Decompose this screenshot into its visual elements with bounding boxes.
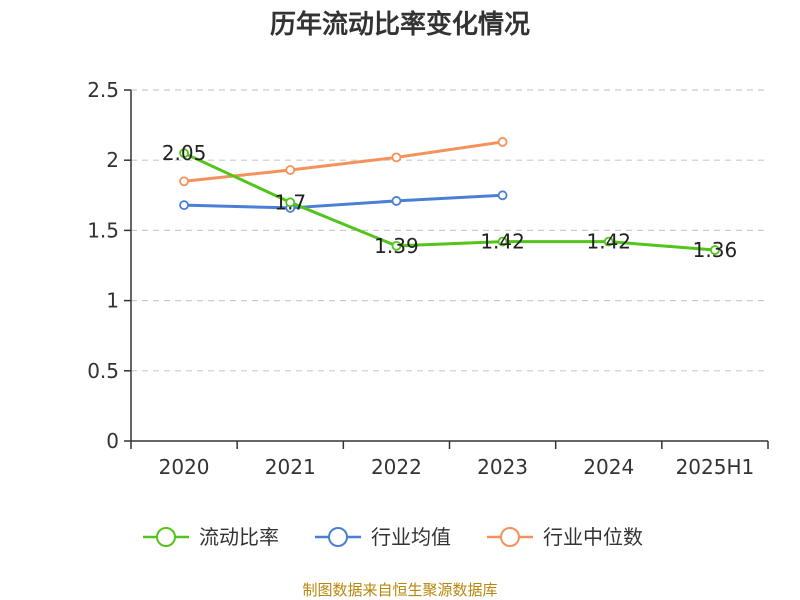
series-2 (179, 137, 508, 187)
x-tick-label: 2020 (159, 455, 210, 479)
y-tick-label: 0.5 (87, 359, 119, 383)
y-tick-label: 2 (106, 148, 119, 172)
data-point (603, 236, 614, 247)
series-line (183, 151, 716, 252)
legend-item: 行业中位数 (487, 525, 643, 549)
y-tick-label: 1.5 (87, 218, 119, 242)
data-point (497, 236, 508, 247)
data-point (497, 137, 508, 147)
series-0 (179, 148, 720, 255)
data-point (497, 190, 508, 201)
legend-item: 流动比率 (143, 525, 279, 549)
series-line (184, 193, 503, 210)
y-tick-label: 0 (106, 429, 119, 453)
x-tick-label: 2023 (477, 455, 528, 479)
data-label: 1.36 (693, 238, 738, 262)
legend-marker (328, 527, 348, 547)
x-tick-label: 2024 (583, 455, 634, 479)
data-point (391, 152, 402, 163)
x-tick-label: 2022 (371, 455, 422, 479)
series-1 (179, 190, 508, 213)
axes: 0 0.5 1 1.5 2 2.5 2020 2021 2022 2023 2024 2025H1 (87, 78, 769, 479)
data-point (710, 245, 720, 255)
series-group (179, 137, 720, 255)
data-point (391, 240, 402, 251)
legend-label: 流动比率 (199, 525, 279, 549)
legend-item: 行业均值 (315, 525, 451, 549)
data-label: 1.42 (586, 230, 631, 254)
data-label: 1.39 (374, 234, 419, 258)
data-point (179, 200, 189, 211)
grid-lines (131, 89, 768, 372)
data-point (179, 176, 189, 187)
x-tick-label: 2025H1 (676, 455, 755, 479)
legend-label: 行业均值 (371, 525, 451, 549)
data-point (179, 148, 189, 159)
chart-title: 历年流动比率变化情况 (270, 9, 530, 40)
legend-marker (156, 527, 176, 547)
legend: 流动比率 行业均值 行业中位数 (143, 525, 643, 549)
data-label: 1.7 (274, 190, 306, 214)
series-line (183, 140, 503, 183)
legend-marker (500, 527, 520, 547)
legend-label: 行业中位数 (543, 525, 643, 549)
data-point (285, 197, 296, 208)
data-label: 2.05 (162, 141, 207, 165)
y-tick-label: 1 (106, 289, 119, 313)
data-label: 1.42 (480, 230, 525, 254)
x-tick-label: 2021 (265, 455, 316, 479)
data-labels: 2.05 1.7 1.39 1.42 1.42 1.36 (162, 141, 737, 262)
source-note: 制图数据来自恒生聚源数据库 (302, 581, 497, 599)
data-point (391, 196, 402, 206)
y-tick-label: 2.5 (87, 78, 119, 102)
data-point (285, 165, 296, 175)
